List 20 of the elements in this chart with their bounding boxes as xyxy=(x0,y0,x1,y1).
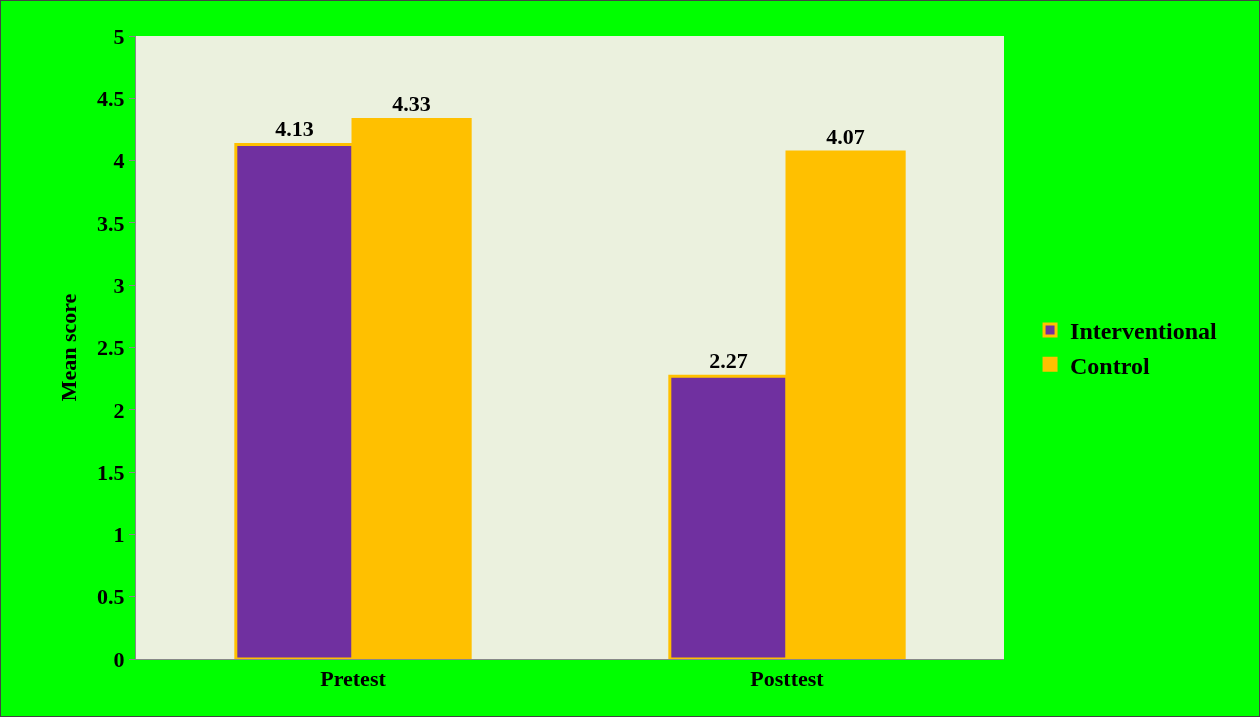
data-label: 2.27 xyxy=(709,348,748,374)
legend-label: Interventional xyxy=(1070,318,1218,345)
x-tick-label: Posttest xyxy=(750,666,825,692)
data-label: 4.13 xyxy=(275,116,314,142)
x-tick-label: Pretest xyxy=(320,666,387,692)
y-tick-label: 1.5 xyxy=(97,459,125,485)
y-tick-label: 4 xyxy=(113,148,125,174)
y-tick-label: 3 xyxy=(113,272,125,298)
y-axis-title: Mean score xyxy=(55,293,81,402)
y-tick-label: 3.5 xyxy=(97,210,125,236)
y-tick-label: 0 xyxy=(113,646,125,672)
y-tick-label: 2 xyxy=(113,397,125,423)
data-label: 4.07 xyxy=(826,123,865,149)
y-tick-label: 4.5 xyxy=(97,86,125,111)
legend-label: Control xyxy=(1070,352,1150,379)
data-label: 4.33 xyxy=(392,91,431,117)
y-tick-label: 1 xyxy=(113,522,125,548)
y-tick-label: 2.5 xyxy=(97,335,125,361)
y-tick-label: 5 xyxy=(113,23,125,49)
y-tick-label: 0.5 xyxy=(97,584,125,610)
